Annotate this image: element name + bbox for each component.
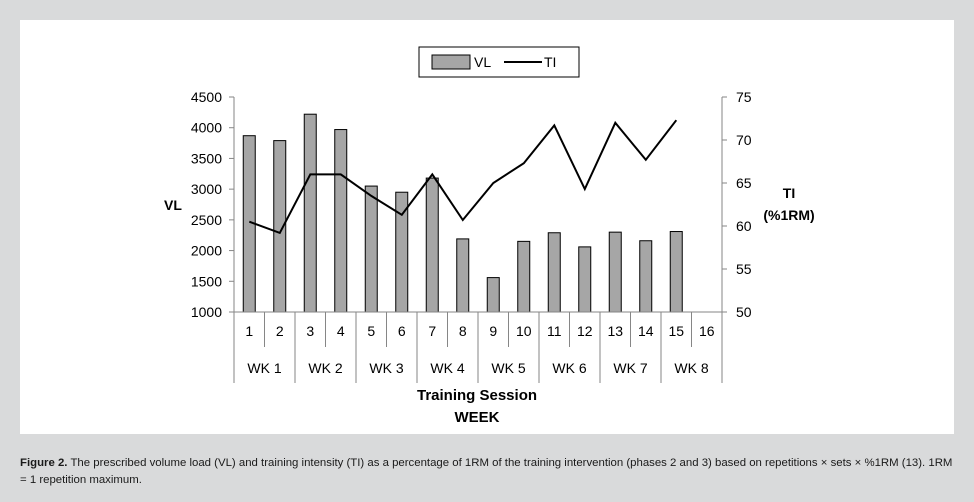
left-tick-label: 1000 — [191, 304, 222, 320]
left-tick-label: 2500 — [191, 212, 222, 228]
session-label: 14 — [638, 323, 654, 339]
week-label: WK 1 — [247, 360, 281, 376]
x-axis-subtitle: WEEK — [455, 409, 500, 426]
week-label: WK 3 — [369, 360, 403, 376]
figure-caption: Figure 2. The prescribed volume load (VL… — [20, 455, 956, 489]
vl-bars — [242, 113, 683, 313]
vl-bar — [425, 177, 439, 313]
right-tick-label: 75 — [736, 89, 752, 105]
week-label: WK 4 — [430, 360, 464, 376]
session-label: 16 — [699, 323, 715, 339]
session-label: 1 — [245, 323, 253, 339]
right-tick-label: 55 — [736, 261, 752, 277]
right-axis-title-line2: (%1RM) — [763, 207, 814, 223]
vl-bar — [364, 185, 378, 313]
week-label: WK 5 — [491, 360, 525, 376]
caption-text: The prescribed volume load (VL) and trai… — [20, 457, 953, 486]
week-label: WK 6 — [552, 360, 586, 376]
left-axis-ticks: 1000 1500 2000 2500 3000 3500 4000 4500 — [191, 89, 234, 320]
session-label: 9 — [489, 323, 497, 339]
ti-series-line — [248, 119, 678, 235]
week-label: WK 7 — [613, 360, 647, 376]
vl-bar — [517, 240, 531, 313]
session-label: 3 — [306, 323, 314, 339]
vl-bar — [486, 277, 500, 313]
session-label: 12 — [577, 323, 593, 339]
legend-bar-swatch — [431, 54, 471, 70]
session-label: 4 — [337, 323, 345, 339]
legend-label-vl: VL — [474, 54, 491, 70]
right-tick-label: 60 — [736, 218, 752, 234]
left-tick-label: 3000 — [191, 181, 222, 197]
left-tick-label: 3500 — [191, 150, 222, 166]
left-tick-label: 4000 — [191, 120, 222, 136]
vl-bar — [334, 129, 348, 313]
session-label: 8 — [459, 323, 467, 339]
left-axis-title: VL — [164, 197, 182, 213]
caption-label: Figure 2. — [20, 457, 68, 469]
vl-bar — [608, 231, 622, 313]
left-tick-label: 2000 — [191, 243, 222, 259]
session-label: 13 — [607, 323, 623, 339]
combo-chart: VL TI 1000 1500 2000 2500 3000 3500 4000 4500 5… — [164, 46, 815, 426]
x-axis-title: Training Session — [417, 387, 537, 404]
right-axis-title-line1: TI — [783, 185, 795, 201]
legend: VL TI — [418, 46, 580, 78]
vl-bar — [578, 246, 592, 313]
right-tick-label: 65 — [736, 175, 752, 191]
right-tick-label: 50 — [736, 304, 752, 320]
left-tick-label: 4500 — [191, 89, 222, 105]
left-tick-label: 1500 — [191, 273, 222, 289]
session-label: 2 — [276, 323, 284, 339]
session-label: 5 — [367, 323, 375, 339]
right-tick-label: 70 — [736, 132, 752, 148]
legend-label-ti: TI — [544, 54, 556, 70]
vl-bar — [547, 232, 561, 313]
figure-panel: VL TI 1000 1500 2000 2500 3000 3500 4000 4500 5… — [20, 20, 954, 434]
vl-bar — [303, 113, 317, 313]
week-label: WK 2 — [308, 360, 342, 376]
session-label: 6 — [398, 323, 406, 339]
session-label: 11 — [547, 323, 562, 339]
session-label: 7 — [428, 323, 436, 339]
week-label: WK 8 — [674, 360, 708, 376]
right-axis-ticks: 50 55 60 65 70 75 — [722, 89, 752, 320]
vl-bar — [456, 238, 470, 313]
session-label: 15 — [668, 323, 684, 339]
vl-bar — [639, 240, 653, 313]
vl-bar — [669, 231, 683, 313]
session-label: 10 — [516, 323, 532, 339]
